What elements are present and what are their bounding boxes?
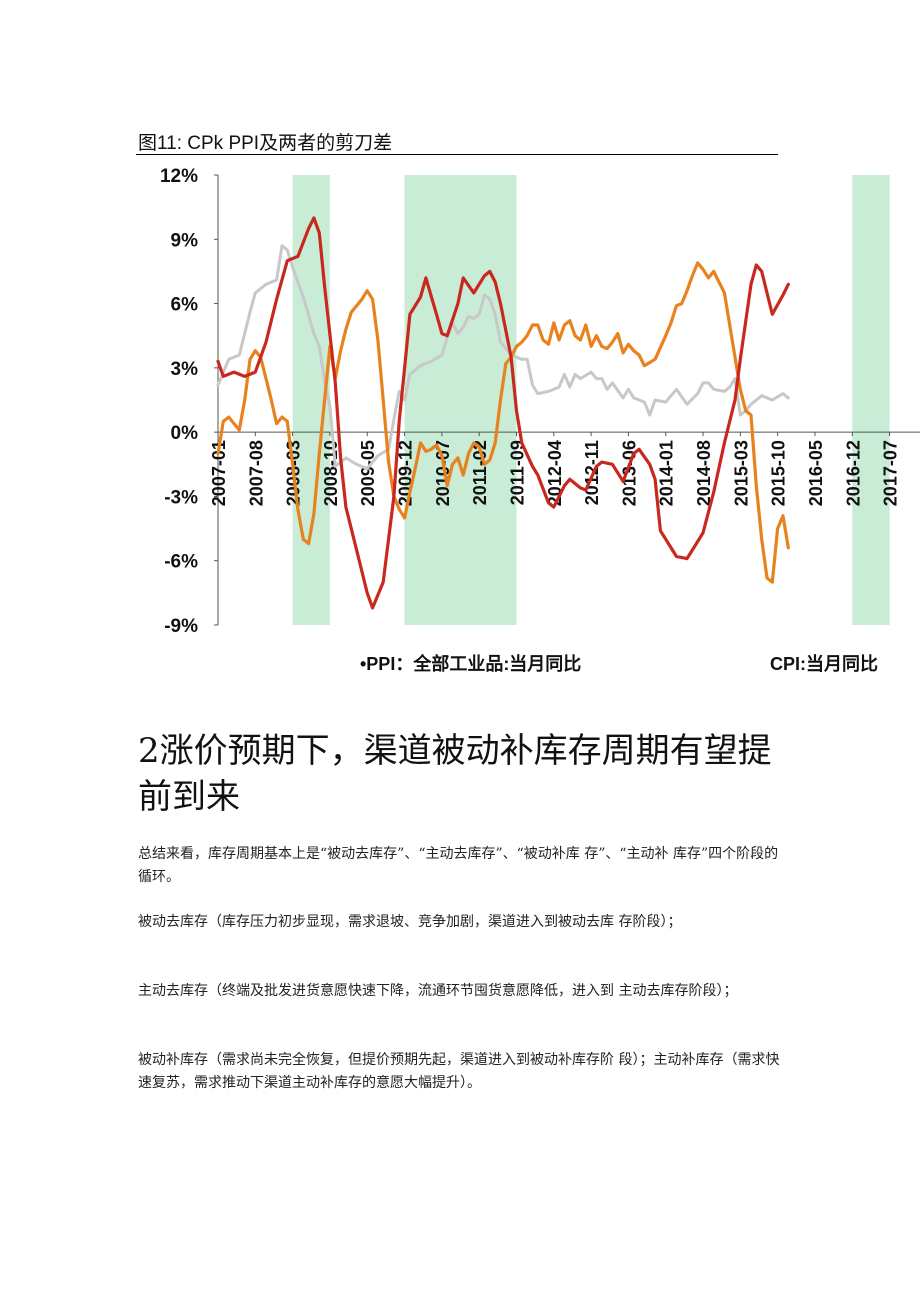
x-tick-label-11: 2013-06 (619, 440, 639, 506)
figure-title: 图11: CPk PPI及两者的剪刀差 (138, 133, 393, 154)
x-tick-label-0: 2007-01 (209, 440, 229, 506)
legend-ppi: •PPI：全部工业品:当月同比 (360, 654, 582, 674)
x-tick-label-7: 2011-02 (470, 440, 490, 505)
x-tick-label-6: 2010-07 (433, 440, 453, 506)
paragraph-restocking: 被动补库存（需求尚未完全恢复，但提价预期先起，渠道进入到被动补库存阶 段）；主动… (138, 1052, 780, 1091)
figure-title-rule (136, 154, 778, 155)
x-tick-label-14: 2015-03 (731, 440, 751, 506)
section-heading: 2涨价预期下，渠道被动补库存周期有望提前到来 (138, 731, 772, 817)
x-tick-label-16: 2016-05 (806, 440, 826, 506)
y-tick-label-1: 9% (171, 230, 199, 251)
series-line-0 (216, 216, 790, 610)
paragraph-passive-destocking: 被动去库存（库存压力初步显现，需求退坡、竞争加剧，渠道进入到被动去库 存阶段）； (138, 914, 682, 930)
y-tick-label-6: -6% (164, 552, 198, 573)
series-line-2 (216, 261, 790, 584)
y-tick-label-0: 12% (160, 166, 198, 187)
paragraph-summary: 总结来看，库存周期基本上是“被动去库存”、“主动去库存”、“被动补库 存”、“主… (138, 846, 779, 885)
y-tick-label-7: -9% (164, 616, 198, 637)
x-tick-label-13: 2014-08 (694, 440, 714, 506)
y-tick-label-2: 6% (171, 295, 199, 316)
shaded-period-1 (404, 175, 517, 625)
paragraph-active-destocking: 主动去库存（终端及批发进货意愿快速下降，流通环节囤货意愿降低，进入到 主动去库存… (138, 983, 738, 999)
legend-cpi: CPI:当月同比 (770, 654, 878, 674)
x-tick-label-12: 2014-01 (657, 440, 677, 506)
x-tick-label-1: 2007-08 (246, 440, 266, 506)
x-tick-label-4: 2009-05 (358, 440, 378, 506)
x-tick-label-9: 2012-04 (545, 440, 565, 506)
x-tick-label-17: 2016-12 (843, 440, 863, 506)
x-tick-label-15: 2015-10 (769, 440, 789, 506)
shaded-period-2 (852, 175, 890, 625)
y-tick-label-5: -3% (164, 487, 198, 508)
cpi-ppi-chart: 12%9%6%3%0%-3%-6%-9%2007-01 2007-08 2008-0… (160, 166, 920, 637)
x-tick-label-8: 2011-09 (507, 440, 527, 505)
x-tick-label-3: 2008-10 (321, 440, 341, 506)
y-tick-label-3: 3% (171, 359, 199, 380)
y-tick-label-4: 0% (171, 423, 199, 444)
x-tick-label-18: 2017-07 (881, 440, 901, 506)
